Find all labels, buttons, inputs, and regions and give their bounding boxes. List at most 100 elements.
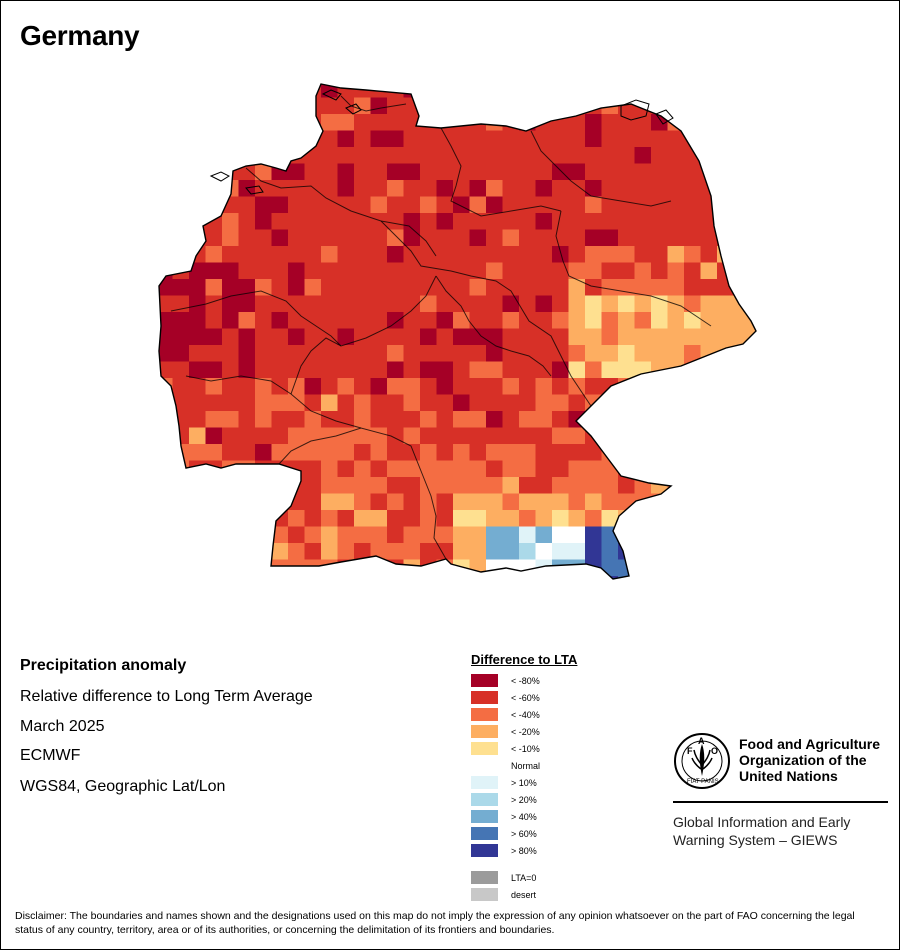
- grid-cell: [271, 262, 289, 280]
- grid-cell: [354, 543, 371, 560]
- grid-cell: [189, 477, 206, 494]
- grid-cell: [189, 543, 206, 560]
- grid-cell: [354, 460, 371, 478]
- grid-cell: [733, 460, 751, 478]
- grid-cell: [403, 411, 421, 428]
- grid-cell: [172, 526, 190, 544]
- grid-cell: [634, 229, 652, 247]
- grid-cell: [205, 97, 223, 115]
- grid-cell: [222, 295, 239, 313]
- grid-cell: [750, 147, 756, 164]
- grid-cell: [189, 180, 206, 197]
- grid-cell: [667, 130, 685, 148]
- grid-cell: [717, 213, 734, 230]
- legend-item: > 20%: [471, 791, 577, 808]
- grid-cell: [436, 312, 454, 329]
- grid-cell: [700, 196, 718, 214]
- grid-cell: [238, 97, 256, 115]
- grid-cell: [535, 378, 553, 395]
- grid-cell: [700, 559, 718, 577]
- grid-cell: [337, 444, 355, 461]
- grid-cell: [601, 262, 619, 280]
- grid-cell: [420, 427, 437, 445]
- grid-cell: [172, 213, 190, 230]
- grid-cell: [700, 543, 718, 560]
- grid-cell: [469, 130, 487, 148]
- grid-cell: [370, 312, 388, 329]
- grid-cell: [700, 295, 718, 313]
- grid-cell: [618, 394, 635, 412]
- grid-cell: [717, 411, 734, 428]
- grid-cell: [189, 559, 206, 577]
- grid-cell: [222, 97, 239, 115]
- legend-swatch: [471, 691, 498, 704]
- grid-cell: [502, 196, 520, 214]
- grid-cell: [420, 543, 437, 560]
- grid-cell: [733, 246, 751, 263]
- grid-cell: [552, 295, 569, 313]
- grid-cell: [222, 576, 239, 579]
- grid-cell: [733, 526, 751, 544]
- grid-cell: [585, 180, 602, 197]
- grid-cell: [370, 411, 388, 428]
- grid-cell: [733, 130, 751, 148]
- grid-cell: [159, 526, 173, 544]
- grid-cell: [271, 97, 289, 115]
- grid-cell: [568, 114, 586, 131]
- grid-cell: [552, 477, 569, 494]
- grid-cell: [354, 130, 371, 148]
- grid-cell: [189, 328, 206, 346]
- grid-cell: [370, 328, 388, 346]
- grid-cell: [502, 328, 520, 346]
- grid-cell: [205, 576, 223, 579]
- grid-cell: [453, 295, 470, 313]
- grid-cell: [238, 444, 256, 461]
- legend-label: < -80%: [511, 675, 540, 686]
- grid-cell: [453, 378, 470, 395]
- grid-cell: [222, 427, 239, 445]
- grid-cell: [304, 180, 322, 197]
- grid-cell: [453, 147, 470, 164]
- grid-cell: [601, 526, 619, 544]
- grid-cell: [387, 279, 404, 296]
- grid-cell: [337, 345, 355, 362]
- grid-cell: [271, 444, 289, 461]
- grid-cell: [486, 444, 503, 461]
- grid-cell: [354, 378, 371, 395]
- legend-swatch: [471, 844, 498, 857]
- grid-cell: [750, 213, 756, 230]
- grid-cell: [172, 196, 190, 214]
- grid-cell: [552, 213, 569, 230]
- grid-cell: [337, 196, 355, 214]
- grid-cell: [172, 229, 190, 247]
- grid-cell: [601, 114, 619, 131]
- grid-cell: [205, 361, 223, 379]
- grid-cell: [370, 114, 388, 131]
- grid-cell: [420, 411, 437, 428]
- grid-cell: [354, 229, 371, 247]
- grid-cell: [733, 361, 751, 379]
- grid-cell: [159, 196, 173, 214]
- grid-cell: [271, 180, 289, 197]
- grid-cell: [159, 411, 173, 428]
- grid-cell: [568, 427, 586, 445]
- grid-cell: [337, 246, 355, 263]
- grid-cell: [618, 262, 635, 280]
- grid-cell: [205, 295, 223, 313]
- grid-cell: [337, 312, 355, 329]
- grid-cell: [733, 576, 751, 579]
- grid-cell: [205, 279, 223, 296]
- grid-cell: [651, 163, 668, 181]
- grid-cell: [519, 378, 536, 395]
- legend-label: < -60%: [511, 692, 540, 703]
- grid-cell: [337, 180, 355, 197]
- grid-cell: [486, 229, 503, 247]
- legend-swatch: [471, 871, 498, 884]
- grid-cell: [271, 312, 289, 329]
- grid-cell: [159, 262, 173, 280]
- grid-cell: [519, 246, 536, 263]
- grid-cell: [255, 163, 272, 181]
- fao-name-line: Organization of the: [739, 752, 867, 768]
- grid-cell: [304, 97, 322, 115]
